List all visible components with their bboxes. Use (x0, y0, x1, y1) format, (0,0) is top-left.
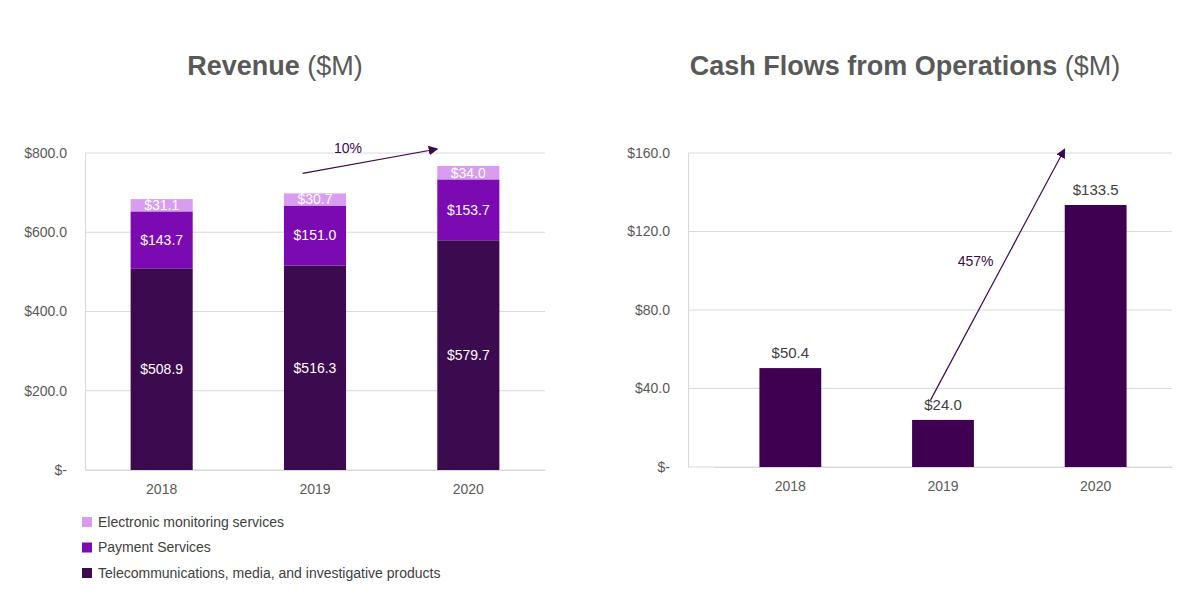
y-tick: $- (55, 462, 85, 478)
data-label: $579.7 (447, 347, 490, 363)
data-label: $151.0 (294, 227, 337, 243)
chart-title: Revenue ($M) (187, 51, 363, 81)
x-tick-label: 2018 (146, 481, 177, 497)
y-tick-label: $80.0 (635, 302, 670, 318)
legend-label: Electronic monitoring services (98, 514, 284, 530)
y-tick: $800.0 (24, 145, 85, 161)
data-label: $30.7 (297, 191, 332, 207)
y-tick-label: $- (55, 462, 68, 478)
legend-label: Payment Services (98, 539, 211, 555)
y-tick: $120.0 (627, 223, 688, 239)
y-tick-label: $120.0 (627, 223, 670, 239)
y-tick-label: $800.0 (24, 145, 67, 161)
y-axis-line (688, 154, 689, 468)
data-label: $508.9 (140, 361, 183, 377)
data-labels: $508.9 $516.3 $579.7 $143.7 $151.0 $153.7 $31.… (140, 165, 490, 378)
x-axis: 2018 2019 2020 (86, 470, 546, 497)
x-tick: 2019 (927, 467, 958, 494)
bar-segment (284, 206, 346, 266)
annotation-arrow (303, 149, 438, 173)
x-tick-label: 2018 (775, 478, 806, 494)
grid (85, 153, 545, 470)
bar-segment (284, 265, 346, 470)
bar-segment (131, 268, 193, 470)
bar (912, 420, 974, 467)
data-label: $50.4 (772, 344, 810, 361)
data-label: $34.0 (451, 165, 486, 181)
y-axis: $- $200.0 $400.0 $600.0 $800.0 (24, 145, 85, 478)
y-axis-line (85, 154, 86, 471)
legend: Electronic monitoring services Payment Se… (82, 514, 440, 581)
y-tick: $160.0 (627, 145, 688, 161)
bars (131, 166, 500, 470)
chart-0: Revenue ($M) $- $200.0 $400.0 $600.0 $800.0 $5… (24, 51, 545, 581)
data-labels: $50.4 $24.0 $133.5 (772, 181, 1119, 413)
x-axis: 2018 2019 2020 (715, 467, 1173, 494)
legend-swatch (82, 517, 92, 527)
x-tick: 2020 (1080, 467, 1111, 494)
annotation-label: 457% (958, 253, 994, 269)
annotation-label: 10% (334, 140, 362, 156)
y-tick: $400.0 (24, 303, 85, 319)
data-label: $143.7 (140, 232, 183, 248)
data-label: $516.3 (294, 360, 337, 376)
data-label: $153.7 (447, 202, 490, 218)
x-axis-line (715, 467, 1173, 468)
x-tick: 2018 (775, 467, 806, 494)
bar (759, 368, 821, 467)
y-tick: $200.0 (24, 383, 85, 399)
y-tick: $80.0 (635, 302, 688, 318)
y-tick: $600.0 (24, 224, 85, 240)
y-tick-label: $400.0 (24, 303, 67, 319)
x-tick-label: 2019 (299, 481, 330, 497)
legend-label: Telecommunications, media, and investiga… (98, 565, 440, 581)
y-tick-label: $- (658, 459, 671, 475)
bar-segment (437, 179, 499, 240)
y-tick-label: $40.0 (635, 380, 670, 396)
legend-swatch (82, 543, 92, 553)
chart-title: Cash Flows from Operations ($M) (690, 51, 1121, 81)
y-tick-label: $160.0 (627, 145, 670, 161)
grid-line (85, 153, 545, 154)
x-axis-line (86, 470, 546, 471)
bar-segment (437, 240, 499, 470)
x-tick: 2020 (453, 470, 484, 497)
grid (688, 153, 1172, 467)
x-tick-label: 2020 (1080, 478, 1111, 494)
y-tick: $- (658, 459, 688, 475)
annotation-arrow (931, 149, 1065, 400)
legend-swatch (82, 568, 92, 578)
y-tick-label: $600.0 (24, 224, 67, 240)
x-tick: 2018 (146, 470, 177, 497)
data-label: $31.1 (144, 197, 179, 213)
chart-1: Cash Flows from Operations ($M) $- $40.0 $8… (627, 51, 1172, 494)
grid-line (688, 153, 1172, 154)
bar (1065, 205, 1127, 467)
x-tick-label: 2020 (453, 481, 484, 497)
y-tick: $40.0 (635, 380, 688, 396)
bar-segment (131, 211, 193, 268)
data-label: $133.5 (1073, 181, 1119, 198)
y-tick-label: $200.0 (24, 383, 67, 399)
x-tick-label: 2019 (927, 478, 958, 494)
y-axis: $- $40.0 $80.0 $120.0 $160.0 (627, 145, 688, 475)
x-tick: 2019 (299, 470, 330, 497)
chart-canvas: Revenue ($M) $- $200.0 $400.0 $600.0 $800.0 $5… (0, 0, 1200, 614)
bars (759, 205, 1126, 467)
data-label: $24.0 (924, 396, 962, 413)
